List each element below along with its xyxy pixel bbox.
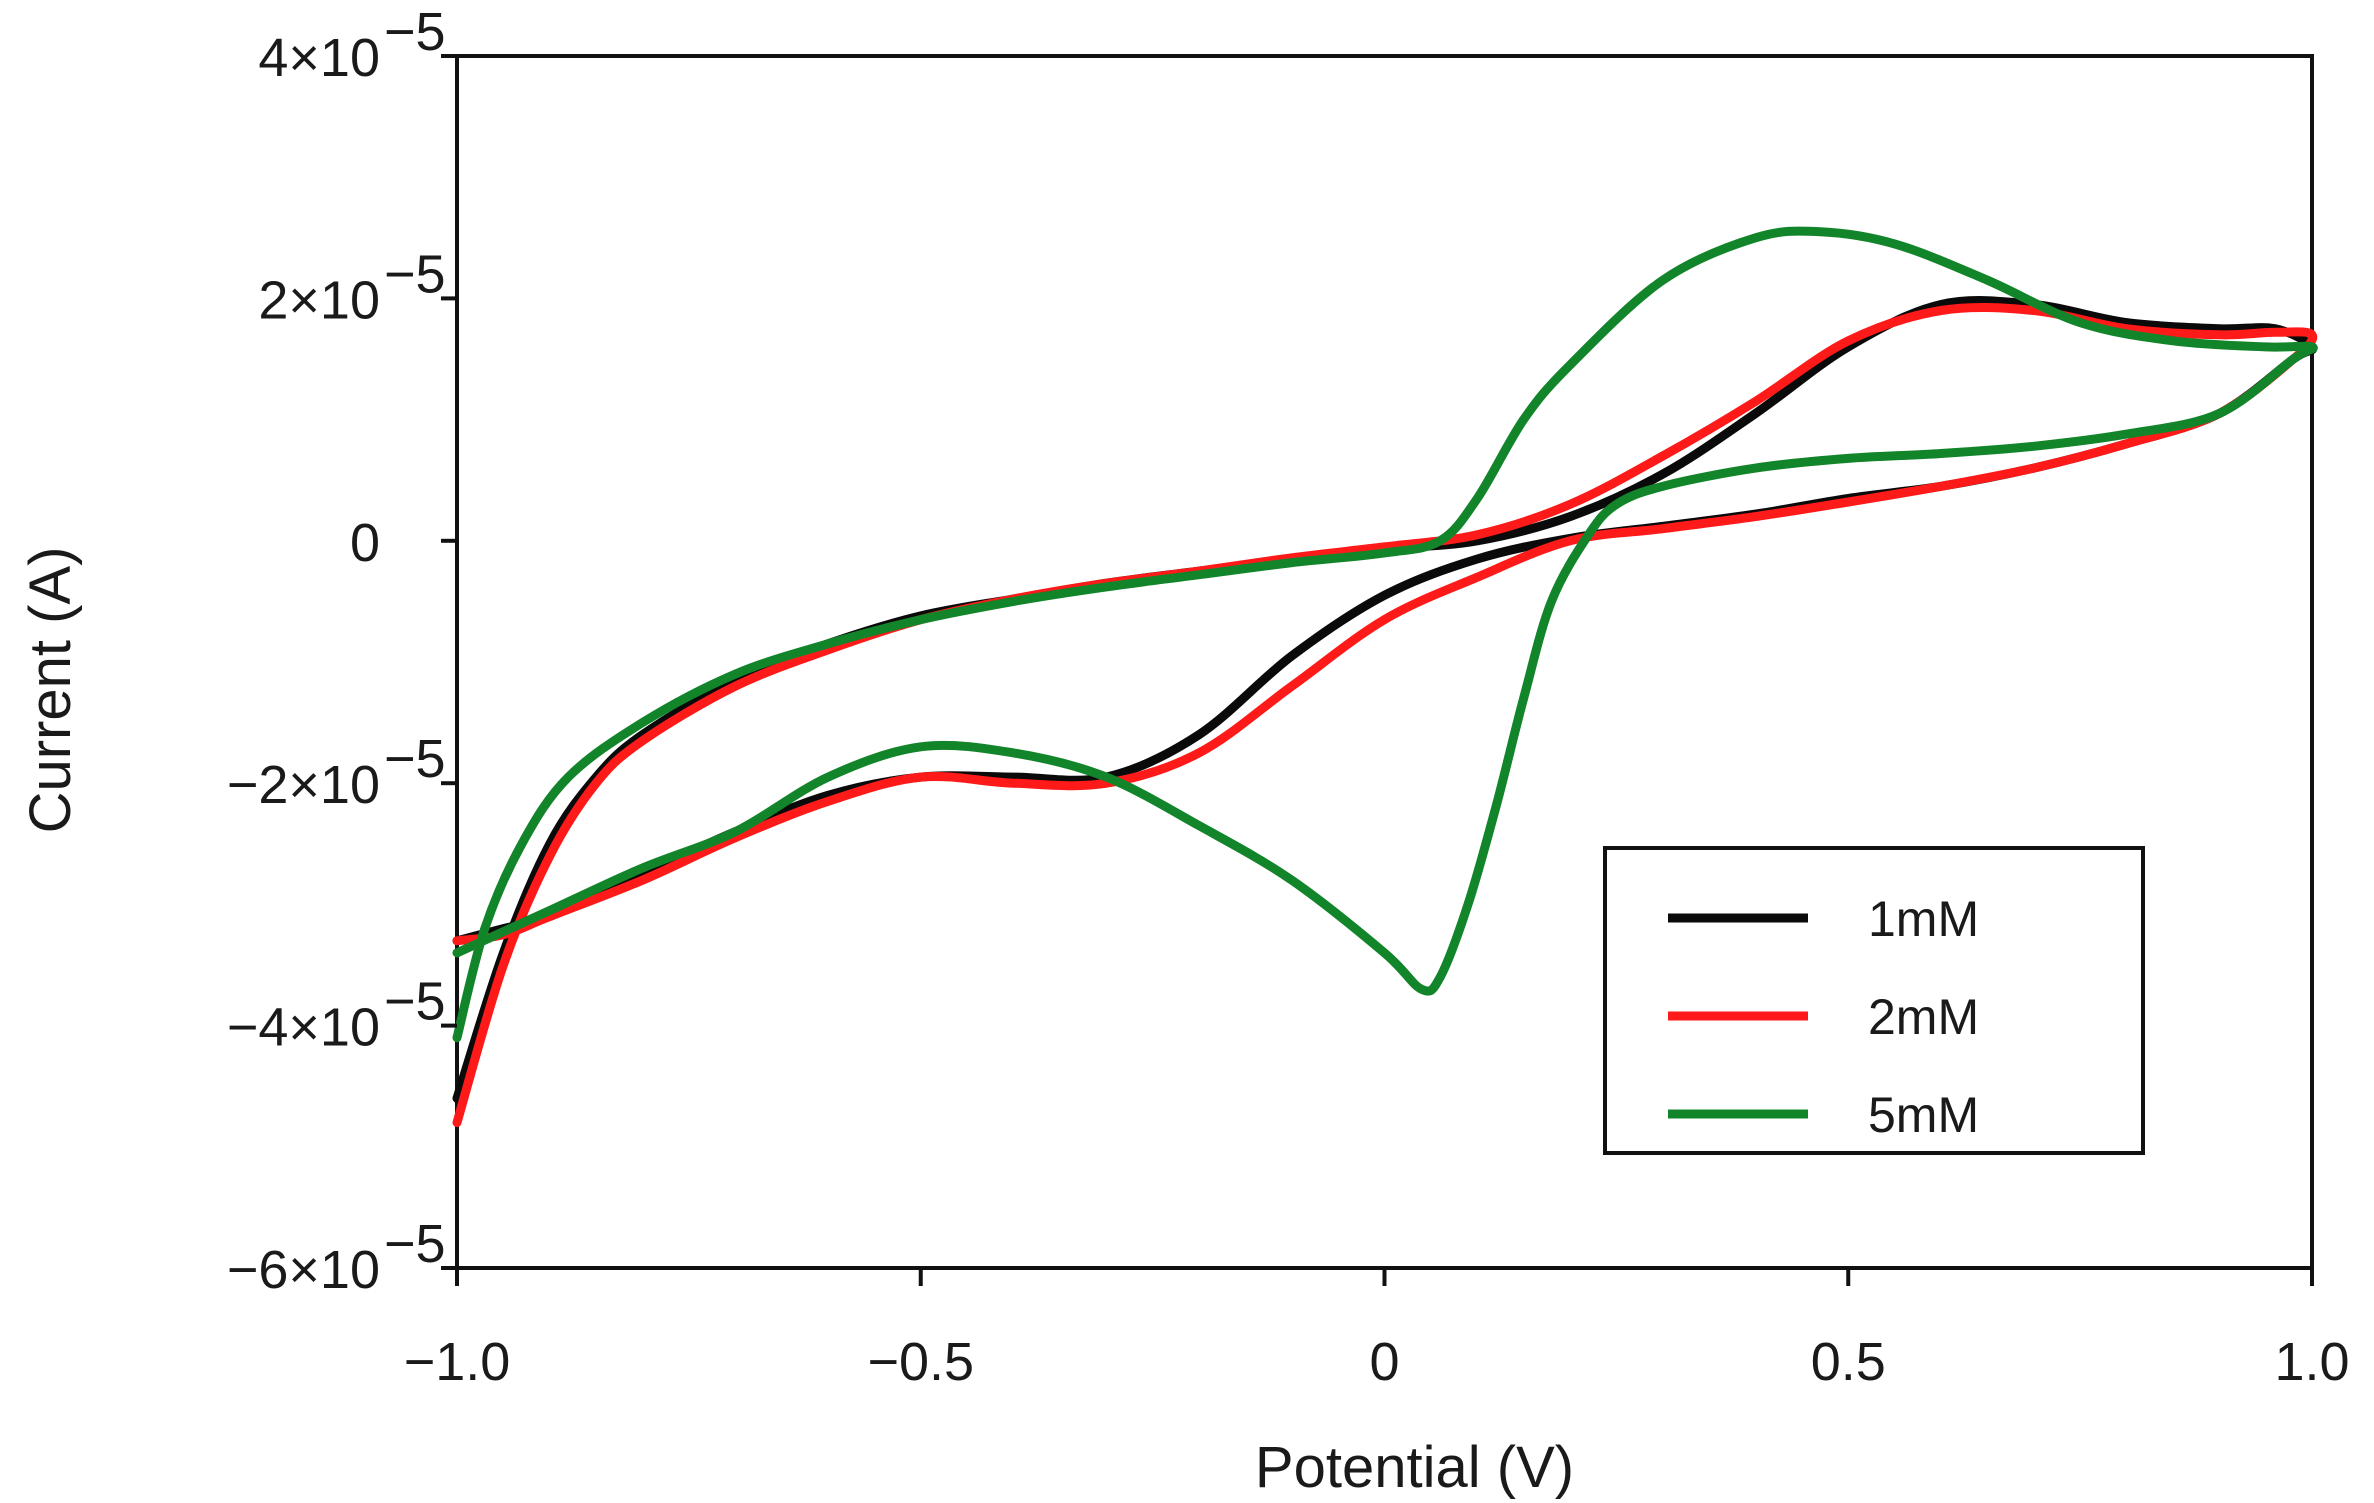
y-tick-label: 4×10 <box>258 28 380 88</box>
legend-label-2mM: 2mM <box>1868 989 1979 1045</box>
y-tick-label: 2×10 <box>258 270 380 330</box>
legend-label-5mM: 5mM <box>1868 1087 1979 1143</box>
y-tick-label-exponent: −5 <box>384 1214 446 1274</box>
x-tick-label: 1.0 <box>2274 1332 2349 1392</box>
x-axis-title: Potential (V) <box>1255 1435 1574 1500</box>
series-line-5mM <box>452 226 2318 1043</box>
legend-box <box>1603 846 2145 1155</box>
x-tick-label: −0.5 <box>867 1332 974 1392</box>
y-axis-title: Current (A) <box>18 547 83 834</box>
y-tick-label-exponent: −5 <box>384 244 446 304</box>
legend-label-1mM: 1mM <box>1868 891 1979 947</box>
x-tick-label: 0 <box>1369 1332 1399 1392</box>
y-tick-label: 0 <box>350 513 380 573</box>
x-tick-label: 0.5 <box>1811 1332 1886 1392</box>
y-tick-label: −4×10 <box>227 998 380 1058</box>
y-tick-label: −2×10 <box>227 755 380 815</box>
legend: 1mM 2mM 5mM <box>1603 846 2145 1155</box>
y-tick-label: −6×10 <box>227 1240 380 1300</box>
series-layer <box>452 226 2318 1128</box>
axes: 4×10 −52×10 −50−2×10 −5−4×10 −5−6×10 −5−1.0 −0… <box>18 2 2350 1500</box>
y-tick-label-exponent: −5 <box>384 2 446 62</box>
y-tick-label-exponent: −5 <box>384 729 446 789</box>
x-tick-label: −1.0 <box>404 1332 511 1392</box>
y-tick-label-exponent: −5 <box>384 972 446 1032</box>
